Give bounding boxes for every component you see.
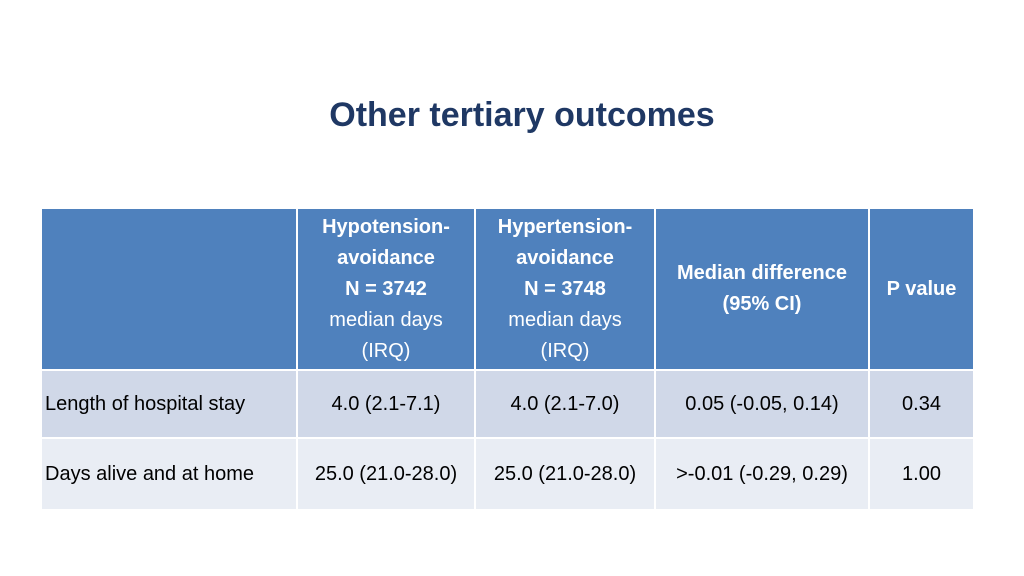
slide-title: Other tertiary outcomes — [329, 96, 715, 134]
header-hypotension-line2: avoidance — [337, 246, 435, 269]
header-median-difference: Median difference (95% CI) — [654, 207, 870, 371]
table-row: Length of hospital stay 4.0 (2.1-7.1) 4.… — [40, 369, 975, 439]
cell-p-value: 1.00 — [868, 437, 975, 511]
header-p-value-label: P value — [886, 277, 957, 300]
header-median-difference-line2: (95% CI) — [722, 293, 802, 315]
header-hypertension-line2: avoidance — [516, 246, 614, 269]
header-hypotension-irq: (IRQ) — [361, 339, 411, 362]
cell-median-difference: 0.05 (-0.05, 0.14) — [654, 369, 870, 439]
row-label: Length of hospital stay — [40, 369, 298, 439]
header-row-label — [40, 207, 298, 371]
cell-p-value: 0.34 — [868, 369, 975, 439]
header-hypertension-n: N = 3748 — [524, 277, 606, 300]
cell-hypotension: 25.0 (21.0-28.0) — [296, 437, 476, 511]
table-row: Days alive and at home 25.0 (21.0-28.0) … — [40, 437, 975, 511]
cell-hypotension: 4.0 (2.1-7.1) — [296, 369, 476, 439]
header-hypertension-line1: Hypertension- — [497, 215, 633, 238]
header-median-difference-line1: Median difference — [676, 262, 848, 284]
header-hypertension: Hypertension- avoidance N = 3748 median … — [474, 207, 656, 371]
header-hypotension-unit: median days — [329, 308, 443, 331]
header-hypotension: Hypotension- avoidance N = 3742 median d… — [296, 207, 476, 371]
cell-hypertension: 4.0 (2.1-7.0) — [474, 369, 656, 439]
header-hypertension-irq: (IRQ) — [540, 339, 590, 362]
cell-median-difference: >-0.01 (-0.29, 0.29) — [654, 437, 870, 511]
row-label: Days alive and at home — [40, 437, 298, 511]
table-header-row: Hypotension- avoidance N = 3742 median d… — [40, 207, 975, 371]
header-hypotension-line1: Hypotension- — [322, 215, 450, 238]
cell-hypertension: 25.0 (21.0-28.0) — [474, 437, 656, 511]
header-p-value: P value — [868, 207, 975, 371]
outcomes-table: Hypotension- avoidance N = 3742 median d… — [40, 207, 975, 511]
header-hypertension-unit: median days — [508, 308, 622, 331]
header-hypotension-n: N = 3742 — [345, 277, 427, 300]
